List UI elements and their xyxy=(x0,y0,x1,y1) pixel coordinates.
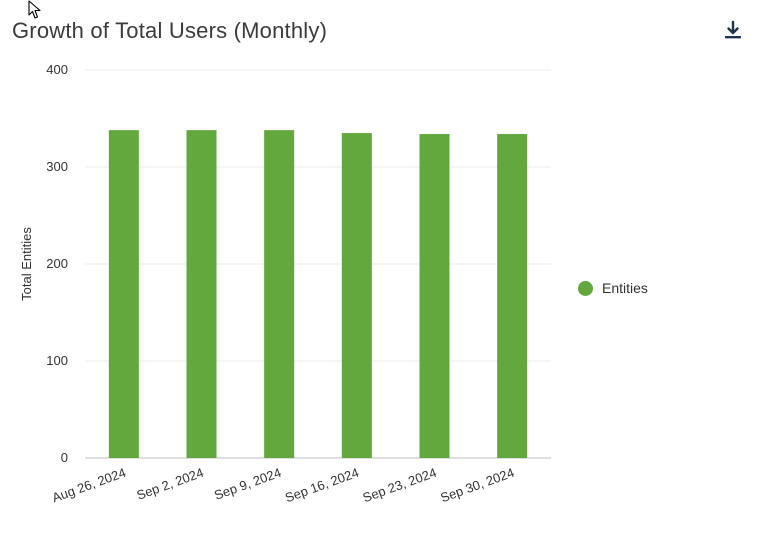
bar[interactable] xyxy=(419,134,450,458)
y-tick-label: 200 xyxy=(46,256,68,271)
download-button[interactable] xyxy=(719,16,747,44)
download-icon xyxy=(725,20,741,39)
bar[interactable] xyxy=(186,130,217,458)
bar[interactable] xyxy=(264,130,295,458)
chart-legend[interactable]: Entities xyxy=(578,280,648,296)
x-tick-label: Sep 23, 2024 xyxy=(361,465,439,506)
bar[interactable] xyxy=(497,134,528,458)
x-tick-label: Sep 30, 2024 xyxy=(438,465,516,506)
legend-swatch xyxy=(578,280,593,296)
y-tick-label: 300 xyxy=(46,159,68,174)
arrow-cursor-icon xyxy=(28,0,42,20)
x-tick-label: Sep 2, 2024 xyxy=(134,465,205,503)
x-tick-label: Sep 9, 2024 xyxy=(212,465,283,503)
chart-title: Growth of Total Users (Monthly) xyxy=(12,18,328,43)
legend-label-entities: Entities xyxy=(602,280,648,296)
bar[interactable] xyxy=(341,133,372,459)
y-tick-label: 100 xyxy=(46,353,68,368)
y-axis-title: Total Entities xyxy=(19,227,34,301)
y-tick-label: 400 xyxy=(46,62,68,77)
x-tick-label: Sep 16, 2024 xyxy=(283,465,361,506)
bar[interactable] xyxy=(108,130,139,458)
x-tick-label: Aug 26, 2024 xyxy=(50,465,128,506)
y-tick-label: 0 xyxy=(61,450,68,465)
